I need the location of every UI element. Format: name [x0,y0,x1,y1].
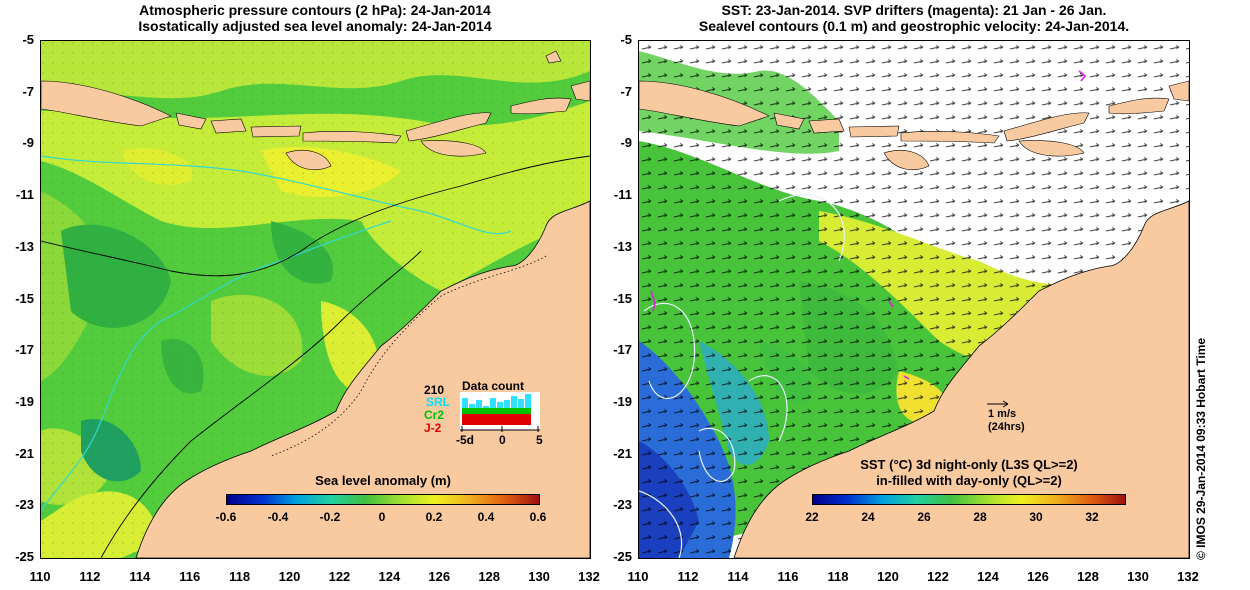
left-y-tick: -15 [15,290,34,306]
left-x-tick: 130 [528,569,550,584]
velocity-scale-label: 1 m/s [988,408,1017,420]
sla-colorbar [226,494,540,505]
left-x-tick: 118 [229,569,251,584]
data-count-label-cr2: Cr2 [424,408,445,422]
right-x-tick: 112 [677,569,699,584]
data-count-title: Data count [462,379,525,393]
right-x-tick: 122 [927,569,949,584]
sst-colorbar [812,494,1126,505]
imos-credit: © IMOS 29-Jan-2014 09:33 Hobart Time [1194,337,1208,560]
right-title-line2: Sealevel contours (0.1 m) and geostrophi… [698,18,1130,34]
left-y-tick: -23 [15,497,34,513]
left-x-tick: 116 [179,569,201,584]
sst-colorbar-tick: 22 [805,510,819,524]
right-y-tick: -11 [613,187,632,203]
velocity-scale-sublabel: (24hrs) [988,421,1025,433]
data-count-inset: Data count 210 SRL Cr2 J-2 -5d 0 5 [420,378,560,447]
land-islands-sst [639,80,1189,171]
sst-colorbar-tick: 32 [1085,510,1099,524]
data-count-xtick-2: 5 [536,433,543,447]
left-y-tick: -11 [15,187,34,203]
sst-colorbar-title-line1: SST (°C) 3d night-only (L3S QL>=2) [860,457,1078,472]
sealevel-contours [639,194,845,558]
left-y-tick: -13 [15,238,34,254]
sla-map-graphic [41,41,590,558]
left-x-tick: 122 [328,569,351,584]
sst-map-graphic [639,41,1189,558]
data-count-number: 210 [424,383,445,397]
right-x-tick: 128 [1077,569,1099,584]
right-x-tick: 130 [1127,569,1149,584]
right-x-tick: 118 [827,569,849,584]
right-y-tick: -9 [620,135,632,151]
sea-level-anomaly-map[interactable] [40,40,591,559]
land-australia-sst [733,200,1189,558]
right-y-tick: -25 [613,549,632,564]
sst-colorbar-tick: 28 [973,510,987,524]
sst-map[interactable] [638,40,1190,559]
sla-colorbar-tick: 0.4 [477,510,495,524]
data-count-xtick-1: 0 [499,433,506,447]
bathymetry-contour [41,155,512,512]
right-title-line1: SST: 23-Jan-2014. SVP drifters (magenta)… [721,2,1107,18]
right-y-tick: -15 [613,290,632,306]
left-x-tick: 132 [578,569,600,584]
sst-colorbar-tick: 30 [1029,510,1043,524]
right-x-tick: 132 [1177,569,1199,584]
pressure-contour [41,155,590,558]
sla-colorbar-tick: 0.6 [529,510,547,524]
right-x-tick: 120 [877,569,899,584]
left-x-tick: 114 [129,569,151,584]
sst-colorbar-tick: 26 [917,510,931,524]
left-y-tick: -7 [22,83,34,99]
right-y-tick: -17 [613,342,632,358]
right-x-tick: 114 [727,569,749,584]
sst-colorbar-title-line2: in-filled with day-only (QL>=2) [876,473,1062,488]
left-x-tick: 110 [29,569,51,584]
left-x-tick: 126 [428,569,451,584]
left-y-tick: -9 [22,135,34,151]
left-y-tick: -19 [15,393,34,409]
data-count-histogram [460,392,540,432]
right-y-tick: -7 [620,83,632,99]
velocity-scale-arrow [987,400,1009,408]
left-x-tick: 128 [478,569,501,584]
right-y-tick: -5 [620,32,632,47]
land-australia [135,200,590,558]
data-count-label-srl: SRL [426,395,450,409]
drifter-tracks [650,70,1087,380]
right-y-tick: -21 [613,445,632,461]
sla-colorbar-tick: -0.4 [267,510,289,524]
right-x-tick: 126 [1027,569,1049,584]
data-count-label-j2: J-2 [424,421,442,435]
sla-colorbar-tick: 0.2 [425,510,443,524]
right-y-tick: -13 [613,238,632,254]
sla-colorbar-title: Sea level anomaly (m) [315,473,451,488]
right-x-tick: 110 [627,569,649,584]
sst-colorbar-tick: 24 [861,510,875,524]
left-y-tick: -25 [15,549,34,564]
left-title-line1: Atmospheric pressure contours (2 hPa): 2… [139,2,491,18]
left-y-tick: -5 [22,32,34,47]
sla-colorbar-tick: -0.6 [215,510,237,524]
left-x-tick: 120 [278,569,301,584]
right-y-tick: -19 [613,393,632,409]
sla-colorbar-tick: 0 [378,510,386,524]
land-islands [41,50,590,171]
left-y-tick: -21 [15,445,34,461]
left-x-tick: 124 [378,569,401,584]
right-x-tick: 124 [977,569,999,584]
left-title-line2: Isostatically adjusted sea level anomaly… [138,18,492,34]
right-y-tick: -23 [613,497,632,513]
data-count-xtick-0: -5d [456,433,474,447]
left-x-tick: 112 [79,569,101,584]
left-y-tick: -17 [15,342,34,358]
right-x-tick: 116 [777,569,799,584]
sla-colorbar-tick: -0.2 [319,510,341,524]
